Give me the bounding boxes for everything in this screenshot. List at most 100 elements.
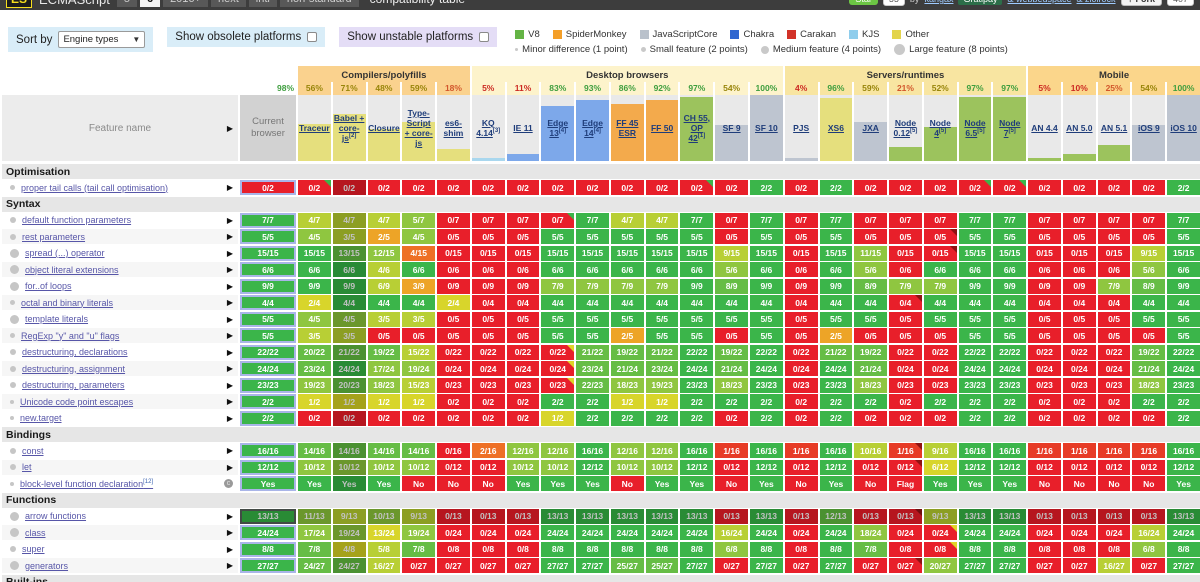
cell-node-0-12[interactable]: 0/15 bbox=[889, 245, 922, 261]
cell-es6-shim[interactable]: 0/2 bbox=[437, 180, 470, 195]
cell-current-browser[interactable]: 8/8 bbox=[240, 541, 296, 557]
cell-an-4-4[interactable]: 0/22 bbox=[1028, 344, 1061, 360]
cell-sf-9[interactable]: 4/4 bbox=[715, 295, 748, 310]
cell-ff-50[interactable]: 24/24 bbox=[645, 525, 679, 540]
cell-node-0-12[interactable]: 0/2 bbox=[889, 394, 922, 409]
cell-ios-10[interactable]: 2/2 bbox=[1167, 410, 1200, 426]
cell-current-browser[interactable]: 13/13 bbox=[240, 508, 296, 524]
cell-sf-9[interactable]: 19/22 bbox=[715, 344, 748, 360]
column-header-sf-9[interactable]: SF 9 bbox=[715, 95, 748, 161]
cell-ch-55-op-42[interactable]: 0/2 bbox=[680, 180, 714, 195]
feature-link[interactable]: rest parameters bbox=[22, 231, 86, 242]
cell-node-4[interactable]: 0/5 bbox=[923, 229, 957, 244]
cell-node-6-5[interactable]: 8/8 bbox=[958, 541, 992, 557]
cell-kq-4-14[interactable]: 0/22 bbox=[471, 344, 505, 360]
cell-an-5-1[interactable]: 0/5 bbox=[1097, 311, 1131, 327]
cell-ff-45-esr[interactable]: 21/24 bbox=[610, 361, 644, 376]
feature-link[interactable]: RegExp "y" and "u" flags bbox=[21, 330, 120, 341]
cell-ios-10[interactable]: 7/7 bbox=[1167, 212, 1200, 228]
cell-an-5-1[interactable]: 7/9 bbox=[1097, 278, 1131, 294]
cell-ie-11[interactable]: 0/5 bbox=[506, 311, 540, 327]
cell-an-5-1[interactable]: 0/5 bbox=[1097, 328, 1131, 343]
cell-node-7[interactable]: 24/24 bbox=[993, 525, 1027, 540]
cell-closure[interactable]: 0/2 bbox=[367, 410, 401, 426]
cell-type-script-core-js[interactable]: 5/7 bbox=[402, 212, 436, 228]
cell-kq-4-14[interactable]: 2/16 bbox=[471, 443, 505, 458]
cell-node-4[interactable]: Yes bbox=[923, 476, 957, 491]
cell-sf-9[interactable]: No bbox=[715, 476, 748, 491]
cell-ch-55-op-42[interactable]: 9/9 bbox=[680, 278, 714, 294]
cell-kq-4-14[interactable]: 0/6 bbox=[471, 262, 505, 277]
contributor-link-1[interactable]: & webbedspace bbox=[1007, 0, 1071, 4]
cell-closure[interactable]: 3/5 bbox=[367, 311, 401, 327]
cell-an-5-1[interactable]: 0/22 bbox=[1097, 344, 1131, 360]
cell-pjs[interactable]: 0/27 bbox=[784, 558, 818, 573]
cell-ff-45-esr[interactable]: 2/2 bbox=[610, 410, 644, 426]
cell-node-4[interactable]: 0/24 bbox=[923, 525, 957, 540]
column-header-type-script-core-js[interactable]: Type- Script + core-js bbox=[402, 95, 436, 161]
cell-current-browser[interactable]: 2/2 bbox=[240, 394, 296, 409]
cell-ie-11[interactable]: 0/6 bbox=[506, 262, 540, 277]
cell-sf-9[interactable]: 0/12 bbox=[715, 459, 748, 475]
column-label-link[interactable]: Edge 14[4] bbox=[582, 117, 603, 138]
fork-count[interactable]: 407 bbox=[1166, 0, 1194, 6]
cell-kq-4-14[interactable]: 0/7 bbox=[471, 212, 505, 228]
cell-node-7[interactable]: 13/13 bbox=[993, 508, 1027, 524]
cell-ios-9[interactable]: 0/13 bbox=[1132, 508, 1166, 524]
cell-ios-10[interactable]: 22/22 bbox=[1167, 344, 1200, 360]
cell-babel-core-js[interactable]: 3/5 bbox=[332, 328, 366, 343]
cell-an-5-1[interactable]: 0/23 bbox=[1097, 377, 1131, 393]
cell-ff-45-esr[interactable]: 2/5 bbox=[610, 328, 644, 343]
cell-xs6[interactable]: 21/22 bbox=[819, 344, 853, 360]
cell-edge-13[interactable]: 0/2 bbox=[541, 180, 575, 195]
nav-tab-2016+[interactable]: 2016+ bbox=[163, 0, 208, 7]
cell-sf-10[interactable]: 24/24 bbox=[749, 525, 783, 540]
cell-ios-10[interactable]: 5/5 bbox=[1167, 328, 1200, 343]
cell-ff-50[interactable]: 8/8 bbox=[645, 541, 679, 557]
cell-an-4-4[interactable]: 0/9 bbox=[1028, 278, 1061, 294]
cell-pjs[interactable]: 0/2 bbox=[784, 394, 818, 409]
cell-edge-14[interactable]: 6/6 bbox=[576, 262, 609, 277]
expand-row-icon[interactable]: ▶ bbox=[226, 331, 233, 340]
cell-type-script-core-js[interactable]: 0/2 bbox=[402, 410, 436, 426]
cell-node-4[interactable]: 0/7 bbox=[923, 212, 957, 228]
column-header-es6-shim[interactable]: es6-shim bbox=[437, 95, 470, 161]
cell-current-browser[interactable]: Yes bbox=[240, 476, 296, 491]
cell-es6-shim[interactable]: 0/5 bbox=[437, 311, 470, 327]
cell-node-0-12[interactable]: 1/16 bbox=[889, 443, 922, 458]
cell-type-script-core-js[interactable]: 3/9 bbox=[402, 278, 436, 294]
cell-jxa[interactable]: 10/16 bbox=[854, 443, 888, 458]
cell-closure[interactable]: 10/13 bbox=[367, 508, 401, 524]
cell-ch-55-op-42[interactable]: 4/4 bbox=[680, 295, 714, 310]
cell-edge-14[interactable]: 12/12 bbox=[576, 459, 609, 475]
cell-closure[interactable]: 10/12 bbox=[367, 459, 401, 475]
column-header-ios-10[interactable]: iOS 10 bbox=[1167, 95, 1200, 161]
column-label-link[interactable]: AN 5.1 bbox=[1100, 122, 1128, 133]
cell-type-script-core-js[interactable]: 7/8 bbox=[402, 541, 436, 557]
cell-jxa[interactable]: 0/5 bbox=[854, 229, 888, 244]
feature-link[interactable]: super bbox=[22, 544, 45, 554]
cell-sf-10[interactable]: 2/2 bbox=[749, 394, 783, 409]
cell-traceur[interactable]: 4/7 bbox=[298, 212, 331, 228]
cell-babel-core-js[interactable]: 9/13 bbox=[332, 508, 366, 524]
cell-node-6-5[interactable]: 24/24 bbox=[958, 361, 992, 376]
feature-link[interactable]: template literals bbox=[25, 314, 89, 324]
cell-sf-10[interactable]: 5/5 bbox=[749, 311, 783, 327]
cell-kq-4-14[interactable]: 0/24 bbox=[471, 525, 505, 540]
cell-edge-14[interactable]: 5/5 bbox=[576, 311, 609, 327]
cell-sf-10[interactable]: 5/5 bbox=[749, 328, 783, 343]
cell-ie-11[interactable]: 0/2 bbox=[506, 394, 540, 409]
cell-node-6-5[interactable]: 0/2 bbox=[958, 180, 992, 195]
cell-jxa[interactable]: 7/8 bbox=[854, 541, 888, 557]
cell-jxa[interactable]: 0/12 bbox=[854, 459, 888, 475]
cell-node-7[interactable]: 6/6 bbox=[993, 262, 1027, 277]
cell-node-4[interactable]: 0/8 bbox=[923, 541, 957, 557]
cell-node-6-5[interactable]: 12/12 bbox=[958, 459, 992, 475]
cell-ios-10[interactable]: 5/5 bbox=[1167, 311, 1200, 327]
cell-ff-45-esr[interactable]: 5/5 bbox=[610, 311, 644, 327]
cell-ie-11[interactable]: 0/23 bbox=[506, 377, 540, 393]
cell-edge-13[interactable]: 12/16 bbox=[541, 443, 575, 458]
cell-an-5-1[interactable]: 0/5 bbox=[1097, 229, 1131, 244]
cell-ch-55-op-42[interactable]: 23/23 bbox=[680, 377, 714, 393]
cell-closure[interactable]: 4/4 bbox=[367, 295, 401, 310]
